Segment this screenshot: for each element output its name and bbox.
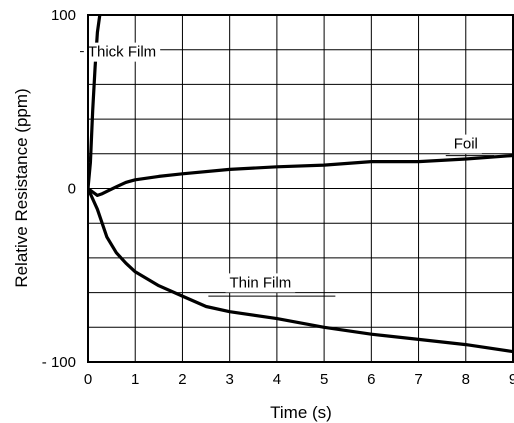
annotation-background (225, 273, 296, 293)
annotation-leaders (80, 51, 495, 297)
x-tick-labels: 0 1 2 3 4 5 6 7 8 9 (84, 371, 514, 388)
grid (88, 15, 513, 362)
y-tick-labels: 100 0 - 100 (42, 7, 76, 371)
x-axis-title: Time (s) (270, 403, 332, 422)
plot-frame (87, 14, 514, 363)
x-tick-label: 3 (225, 371, 233, 388)
x-tick-label: 8 (462, 371, 470, 388)
x-tick-label: 4 (273, 371, 281, 388)
annotation-background (449, 134, 482, 154)
annotation-thick-film: Thick Film (88, 44, 156, 61)
y-axis-title: Relative Resistance (ppm) (12, 88, 31, 287)
x-tick-label: 0 (84, 371, 92, 388)
annotation-labels: Thick Film Foil Thin Film (83, 42, 482, 293)
y-tick-label: 0 (68, 181, 76, 198)
annotation-background (83, 42, 161, 62)
series-line-thick-film (88, 15, 102, 191)
x-tick-label: 1 (131, 371, 139, 388)
x-tick-label: 7 (414, 371, 422, 388)
y-tick-label: 100 (51, 7, 76, 24)
x-tick-label: 2 (178, 371, 186, 388)
series-line-thin-film (88, 186, 513, 354)
series-line-foil (88, 153, 513, 197)
annotation-foil: Foil (454, 136, 478, 153)
x-tick-label: 6 (367, 371, 375, 388)
annotation-thin-film: Thin Film (230, 274, 292, 291)
x-tick-label: 9 (509, 371, 514, 388)
curves (88, 15, 513, 354)
y-tick-label: - 100 (42, 354, 76, 371)
x-tick-label: 5 (320, 371, 328, 388)
